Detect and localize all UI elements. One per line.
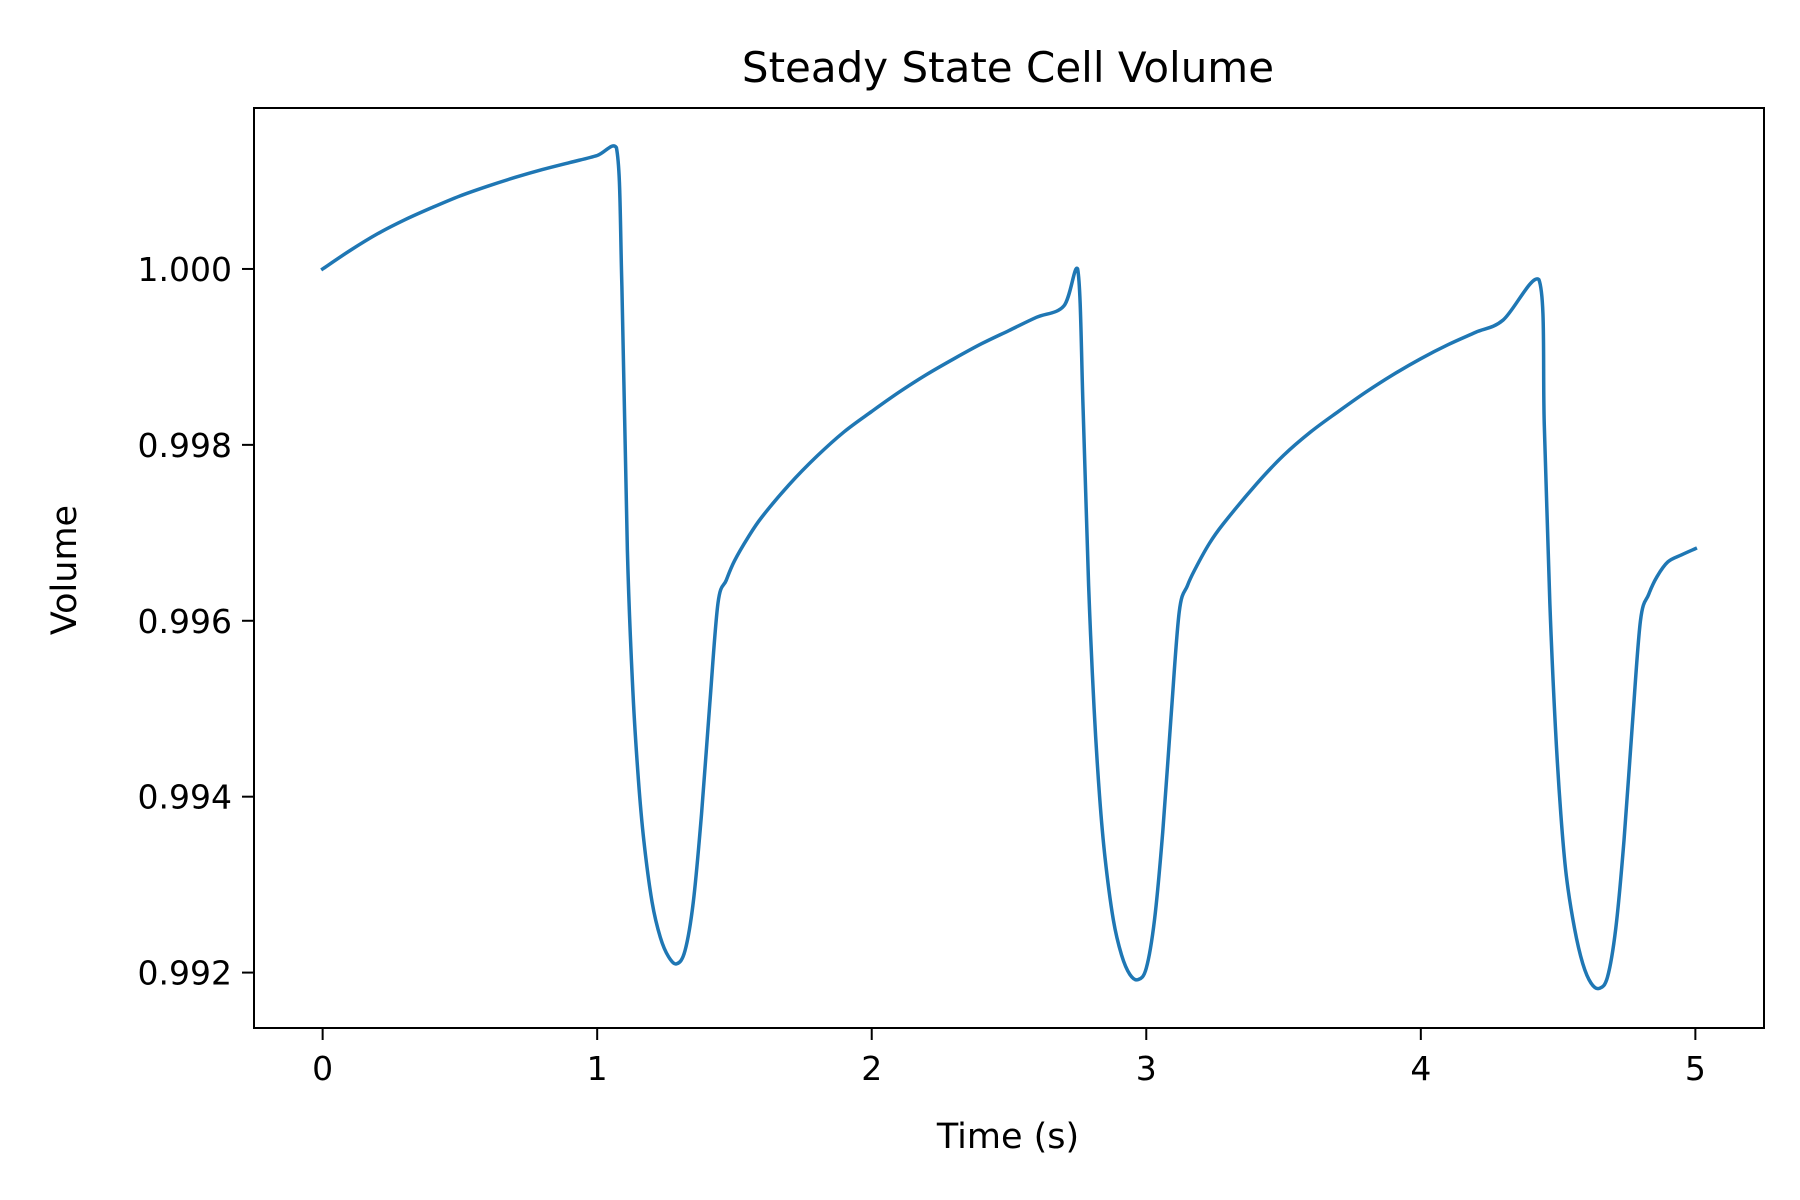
x-axis-label: Time (s) bbox=[936, 1117, 1079, 1157]
y-tick-label: 0.994 bbox=[138, 778, 232, 817]
chart-title: Steady State Cell Volume bbox=[742, 43, 1274, 92]
y-tick-label: 0.998 bbox=[138, 426, 232, 465]
x-tick-label: 0 bbox=[312, 1049, 333, 1088]
y-tick-label: 0.992 bbox=[138, 954, 232, 993]
plot-area bbox=[320, 144, 1698, 991]
x-tick-label: 3 bbox=[1136, 1049, 1157, 1088]
y-axis-label: Volume bbox=[45, 505, 85, 635]
plot-frame bbox=[253, 107, 1765, 1029]
series-line-0 bbox=[320, 144, 1698, 991]
y-tick-label: 1.000 bbox=[138, 250, 232, 289]
x-tick-label: 2 bbox=[861, 1049, 882, 1088]
y-tick-label: 0.996 bbox=[138, 602, 232, 641]
x-tick-label: 4 bbox=[1410, 1049, 1431, 1088]
x-tick-label: 5 bbox=[1685, 1049, 1706, 1088]
x-tick-label: 1 bbox=[587, 1049, 608, 1088]
